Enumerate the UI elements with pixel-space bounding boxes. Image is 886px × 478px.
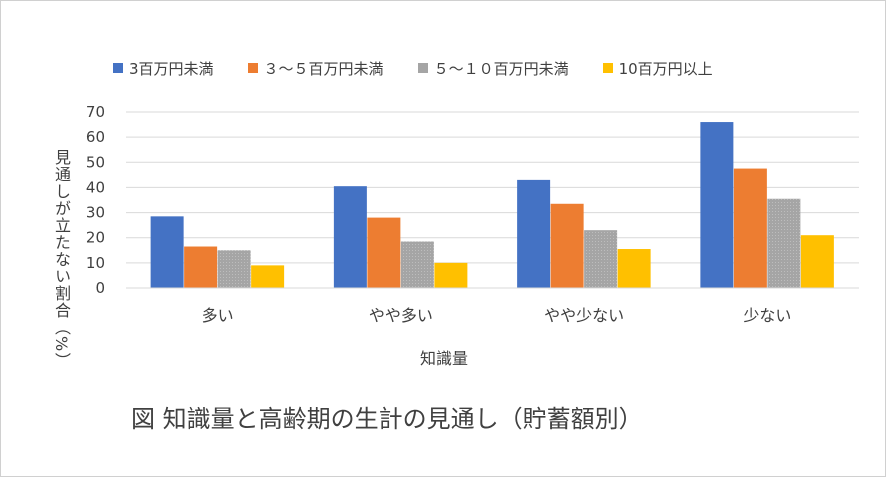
y-tick-label: 40 <box>86 178 105 196</box>
bar-3-3 <box>584 230 618 288</box>
x-tick-label: やや多い <box>369 306 433 325</box>
legend-item-3: ５～１０百万円未満 <box>417 58 569 79</box>
bar-4-1 <box>251 265 285 288</box>
bar-2-2 <box>367 217 401 288</box>
legend-item-2: ３～５百万円未満 <box>247 58 384 79</box>
legend-swatch-2 <box>247 63 258 73</box>
x-axis-label: 知識量 <box>419 349 468 368</box>
bar-3-4 <box>767 198 801 288</box>
x-tick-label: 多い <box>202 306 234 325</box>
legend-label-2: ３～５百万円未満 <box>263 59 384 78</box>
legend-swatch-1 <box>113 63 123 73</box>
y-tick-label: 30 <box>86 204 105 222</box>
legend-label-4: 10百万円以上 <box>618 59 713 78</box>
x-tick-label: やや少ない <box>544 306 624 325</box>
bar-1-3 <box>517 179 551 288</box>
bar-2-1 <box>184 246 218 288</box>
y-tick-label: 60 <box>86 128 105 146</box>
legend-label-1: 3百万円未満 <box>129 59 214 78</box>
bar-2-4 <box>733 168 767 288</box>
legend-item-1: 3百万円未満 <box>113 58 214 79</box>
bar-2-3 <box>550 203 584 288</box>
bar-1-1 <box>150 216 184 288</box>
legend-swatch-3 <box>417 63 428 73</box>
bar-4-4 <box>800 235 834 288</box>
figure-caption: 図 知識量と高齢期の生計の見通し（貯蓄額別） <box>131 405 643 433</box>
legend-item-4: 10百万円以上 <box>602 58 713 79</box>
y-axis-label: 見通しが立たない割合（%） <box>52 149 71 370</box>
y-tick-label: 0 <box>95 279 105 297</box>
bar-1-2 <box>333 186 367 288</box>
legend-swatch-4 <box>602 63 613 73</box>
legend: 3百万円未満 ３～５百万円未満 ５～１０百万円未満 10百万円以上 <box>113 57 747 79</box>
y-tick-label: 10 <box>86 254 105 272</box>
y-tick-label: 50 <box>86 153 105 171</box>
bar-4-3 <box>617 249 651 288</box>
y-tick-label: 70 <box>86 103 105 121</box>
x-tick-label: 少ない <box>743 306 791 325</box>
legend-label-3: ５～１０百万円未満 <box>433 59 569 78</box>
bar-3-2 <box>400 241 434 288</box>
bar-4-2 <box>434 262 468 288</box>
bar-1-4 <box>700 122 734 288</box>
y-tick-label: 20 <box>86 229 105 247</box>
bar-3-1 <box>217 250 251 288</box>
